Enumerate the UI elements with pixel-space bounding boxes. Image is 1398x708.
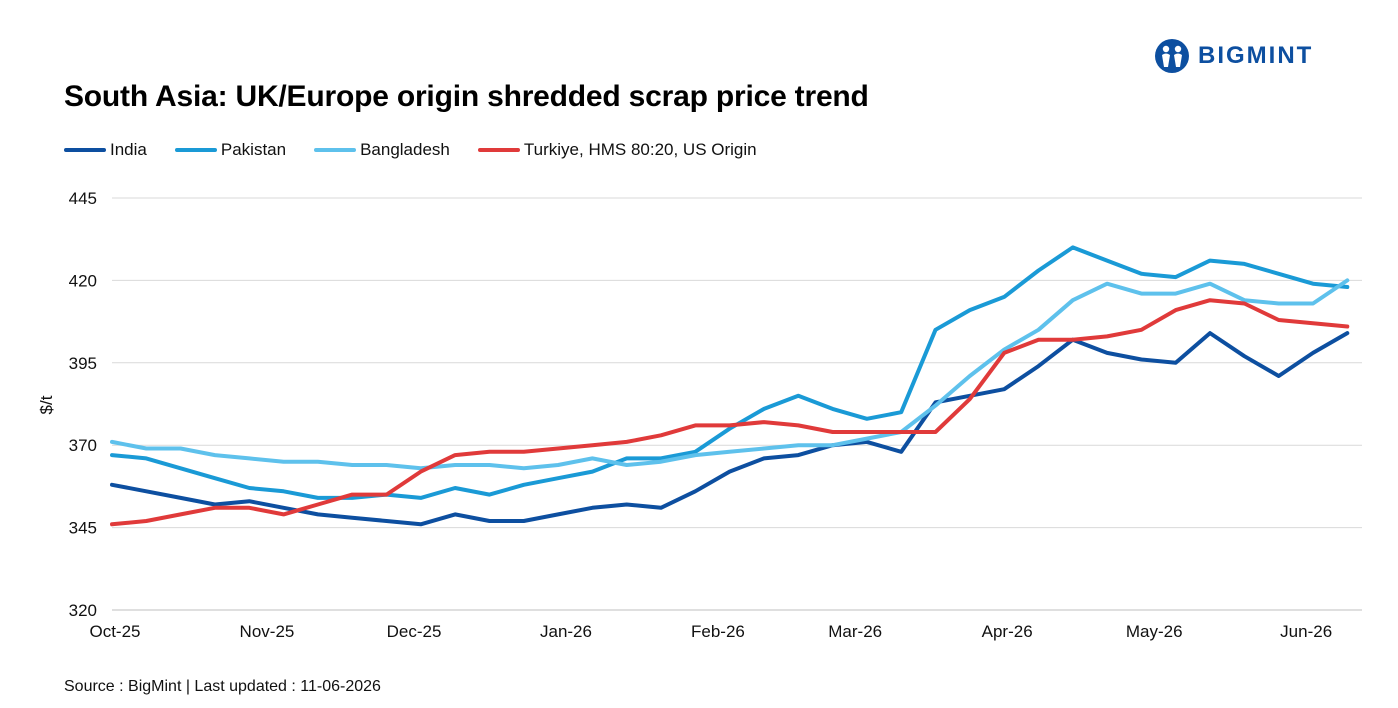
legend-swatch-india [64, 148, 106, 152]
bigmint-logo-icon [1155, 39, 1189, 73]
x-tick-label: Apr-26 [982, 622, 1033, 641]
legend-label-pakistan: Pakistan [220, 140, 287, 159]
y-tick-label: 420 [69, 271, 97, 290]
legend-item-india: India [64, 140, 147, 160]
x-tick-label: Feb-26 [691, 622, 745, 641]
y-tick-label: 445 [69, 189, 97, 208]
y-axis-ticks: 445 420 395 370 345 320 [69, 189, 97, 620]
x-tick-label: Oct-25 [89, 622, 140, 641]
legend-swatch-turkiye [477, 148, 520, 152]
legend-label-bangladesh: Bangladesh [360, 140, 450, 159]
x-tick-label: Jun-26 [1280, 622, 1332, 641]
y-tick-label: 345 [69, 519, 97, 538]
logo-wordmark: BIGMINT [1198, 42, 1314, 69]
series-line-india [110, 331, 1350, 527]
x-axis-ticks: Oct-25 Nov-25 Dec-25 Jan-26 Feb-26 Mar-26 Apr-… [89, 622, 1332, 641]
source-note: Source : BigMint | Last updated : 11-06-… [64, 678, 381, 695]
series-line-turkiye [110, 298, 1350, 527]
legend-item-bangladesh: Bangladesh [314, 140, 450, 160]
legend-item-pakistan: Pakistan [174, 140, 287, 160]
series-line-bangladesh [110, 278, 1350, 471]
legend-label-turkiye: Turkiye, HMS 80:20, US Origin [523, 140, 757, 159]
brand-logo: BIGMINT [1154, 36, 1313, 76]
legend-swatch-pakistan [174, 148, 217, 152]
y-tick-label: 370 [69, 436, 97, 455]
x-tick-label: Dec-25 [387, 622, 442, 641]
y-axis-label: $/t [37, 395, 56, 414]
legend-swatch-bangladesh [314, 148, 357, 152]
y-tick-label: 395 [69, 354, 97, 373]
series-lines [110, 245, 1350, 527]
chart-title: South Asia: UK/Europe origin shredded sc… [64, 80, 869, 113]
x-tick-label: Jan-26 [540, 622, 592, 641]
x-tick-label: May-26 [1126, 622, 1183, 641]
grid-lines [112, 197, 1362, 611]
legend-label-india: India [110, 140, 147, 159]
legend-item-turkiye: Turkiye, HMS 80:20, US Origin [477, 140, 757, 160]
x-tick-label: Mar-26 [828, 622, 882, 641]
y-tick-label: 320 [69, 601, 97, 620]
series-line-pakistan [110, 245, 1350, 500]
x-tick-label: Nov-25 [240, 622, 295, 641]
chart-legend: India Pakistan Bangladesh Turkiye, HMS 8… [64, 140, 785, 160]
